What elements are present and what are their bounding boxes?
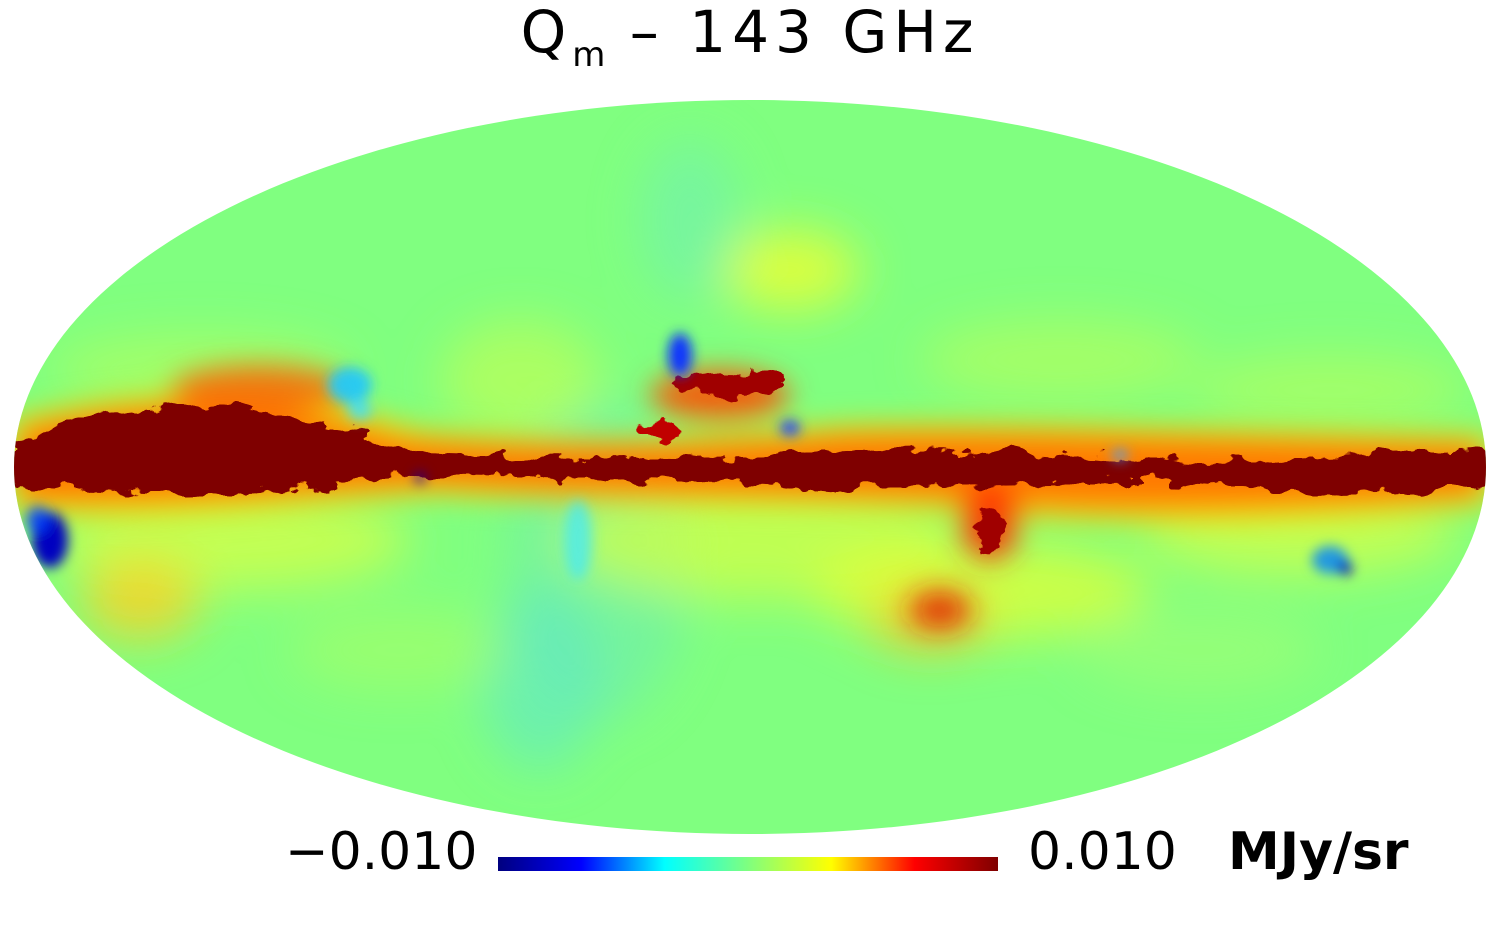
colorbar-max-label: 0.010 — [1028, 822, 1177, 882]
negative-features — [26, 333, 1352, 580]
colorbar-unit-label: MJy/sr — [1228, 822, 1409, 882]
map-title: Qm – 143 GHz — [0, 2, 1500, 85]
sky-map — [14, 100, 1486, 834]
title-subscript: m — [572, 35, 606, 75]
galactic-plane-core — [14, 373, 1486, 552]
title-main: Q — [520, 0, 573, 66]
colorbar — [498, 857, 998, 871]
title-rest: – 143 GHz — [605, 0, 980, 66]
colorbar-min-label: −0.010 — [285, 822, 478, 882]
